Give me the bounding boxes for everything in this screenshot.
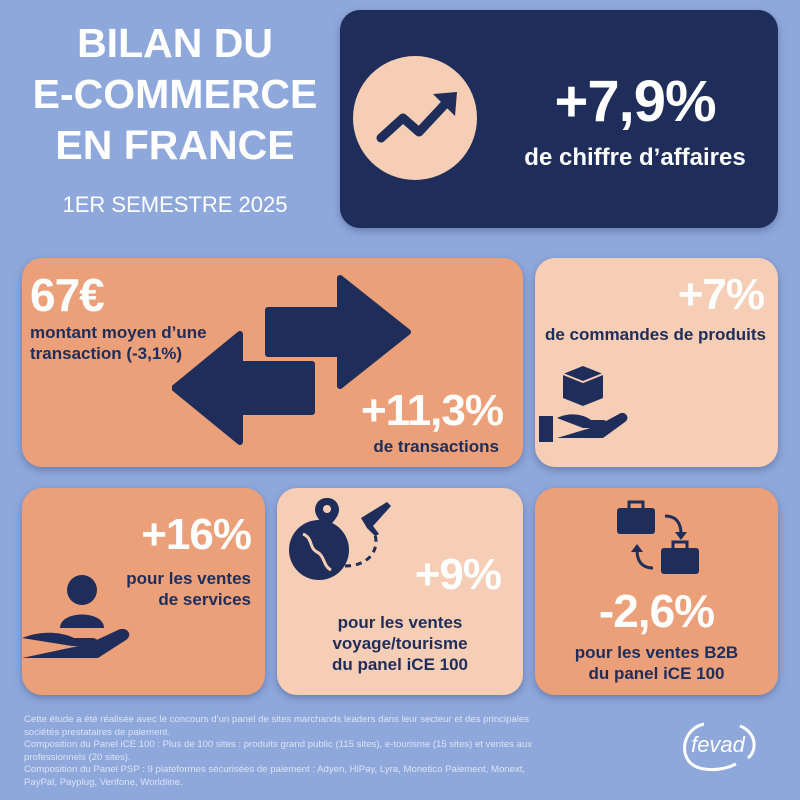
transactions-label: de transactions — [373, 437, 499, 456]
trend-up-icon — [353, 56, 477, 180]
globe-plane-icon — [289, 498, 391, 580]
revenue-card: +7,9% de chiffre d’affaires — [340, 10, 778, 228]
avg-transaction-label: montant moyen d’une transaction (-3,1%) — [30, 322, 207, 364]
orders-card: +7% de commandes de produits — [535, 258, 778, 467]
footer-line: Composition du Panel PSP : 9 plateformes… — [24, 764, 526, 788]
travel-label: pour les ventes voyage/tourisme du panel… — [277, 612, 523, 675]
b2b-card: -2,6% pour les ventes B2B du panel iCE 1… — [535, 488, 778, 695]
label-line: du panel iCE 100 — [331, 655, 469, 674]
footer-note: Cette étude a été réalisée avec le conco… — [24, 714, 534, 789]
orders-label: de commandes de produits — [544, 325, 766, 344]
svg-text:fevad: fevad — [691, 732, 746, 757]
label-line: transaction (-3,1%) — [30, 344, 183, 363]
orders-value: +7% — [677, 270, 765, 319]
hand-person-icon — [22, 575, 130, 658]
footer-line: Cette étude a été réalisée avec le conco… — [24, 714, 530, 738]
label-line: pour les ventes — [126, 569, 251, 588]
label-line: de services — [158, 590, 251, 609]
label-line: du panel iCE 100 — [588, 664, 725, 683]
transactions-value: +11,3% — [360, 386, 504, 435]
label-line: voyage/tourisme — [332, 634, 468, 653]
avg-transaction-value: 67€ — [30, 269, 105, 321]
label-line: pour les ventes — [337, 613, 463, 632]
label-line: pour les ventes B2B — [574, 643, 739, 662]
label-line: montant moyen d’une — [30, 323, 207, 342]
services-value: +16% — [141, 510, 252, 559]
travel-value: +9% — [414, 550, 502, 599]
b2b-value: -2,6% — [598, 585, 715, 637]
transactions-card: 67€ montant moyen d’une transaction (-3,… — [22, 258, 523, 467]
services-card: +16% pour les ventes de services — [22, 488, 265, 695]
hand-box-icon — [539, 366, 628, 442]
page-title: BILAN DU E-COMMERCE EN FRANCE — [30, 18, 320, 171]
travel-card: +9% pour les ventes voyage/tourisme du p… — [277, 488, 523, 695]
title-line: BILAN DU — [77, 20, 273, 66]
revenue-value: +7,9% — [554, 69, 716, 134]
title-line: E-COMMERCE — [32, 71, 318, 117]
b2b-label: pour les ventes B2B du panel iCE 100 — [535, 642, 778, 684]
page-subtitle: 1ER SEMESTRE 2025 — [62, 192, 288, 217]
exchange-arrows-icon — [172, 275, 411, 445]
fevad-logo: fevad — [683, 722, 756, 771]
briefcase-swap-icon — [617, 500, 699, 574]
services-label: pour les ventes de services — [126, 568, 251, 610]
title-line: EN FRANCE — [55, 122, 295, 168]
footer-line: Composition du Panel iCE 100 : Plus de 1… — [24, 739, 533, 763]
revenue-label: de chiffre d’affaires — [524, 144, 746, 171]
